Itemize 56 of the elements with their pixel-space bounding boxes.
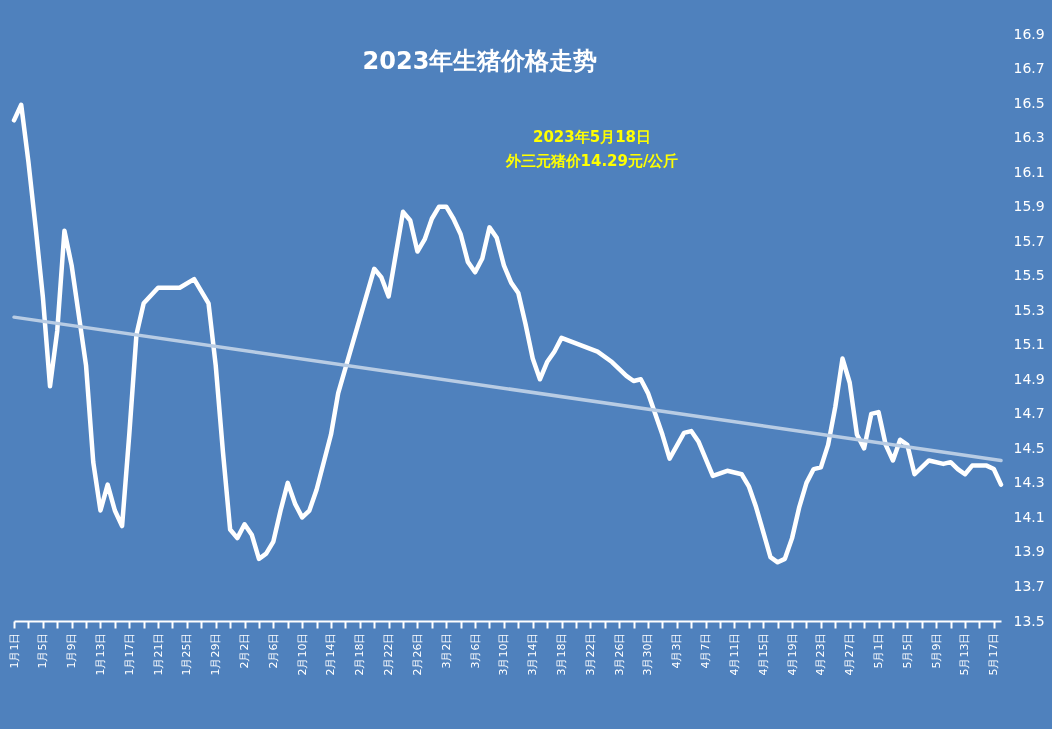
x-tick-label: 3月26日 — [612, 632, 626, 676]
x-tick-label: 4月27日 — [843, 632, 857, 676]
x-tick-label: 2月14日 — [324, 632, 338, 676]
x-tick-label: 1月21日 — [151, 632, 165, 676]
x-tick-label: 2月26日 — [410, 632, 424, 676]
y-tick-label: 16.3 — [1013, 129, 1045, 146]
y-tick-label: 14.9 — [1013, 370, 1045, 387]
x-tick-label: 4月23日 — [814, 632, 828, 676]
text: 2023年生猪价格走势 — [362, 47, 598, 75]
y-tick-label: 16.1 — [1013, 163, 1045, 180]
y-tick-label: 13.5 — [1013, 612, 1045, 629]
y-tick-label: 15.3 — [1013, 301, 1045, 318]
x-tick-label: 5月17日 — [987, 632, 1001, 676]
y-tick-label: 13.9 — [1013, 543, 1045, 560]
y-tick-label: 15.5 — [1013, 267, 1045, 284]
y-tick-label: 14.3 — [1013, 474, 1045, 491]
x-tick-label: 3月22日 — [583, 632, 597, 676]
y-tick-label: 13.7 — [1013, 577, 1045, 594]
x-tick-label: 1月1日 — [7, 632, 21, 669]
x-tick-label: 5月5日 — [900, 632, 914, 669]
y-tick-label: 14.5 — [1013, 439, 1045, 456]
x-tick-label: 2月22日 — [382, 632, 396, 676]
x-tick-label: 2月2日 — [238, 632, 252, 669]
x-tick-label: 1月5日 — [36, 632, 50, 669]
x-tick-label: 1月25日 — [180, 632, 194, 676]
y-tick-label: 14.1 — [1013, 508, 1045, 525]
y-tick-label: 16.5 — [1013, 94, 1045, 111]
y-tick-label: 16.7 — [1013, 60, 1045, 77]
x-tick-label: 1月13日 — [93, 632, 107, 676]
x-tick-label: 4月3日 — [670, 632, 684, 669]
x-tick-label: 4月19日 — [785, 632, 799, 676]
x-tick-label: 4月7日 — [699, 632, 713, 669]
x-tick-label: 4月11日 — [727, 632, 741, 676]
x-tick-label: 2月18日 — [353, 632, 367, 676]
x-tick-label: 2月6日 — [266, 632, 280, 669]
y-tick-label: 14.7 — [1013, 405, 1045, 422]
x-tick-label: 1月29日 — [209, 632, 223, 676]
x-tick-label: 4月15日 — [756, 632, 770, 676]
y-tick-label: 15.9 — [1013, 198, 1045, 215]
x-tick-label: 1月17日 — [122, 632, 136, 676]
x-tick-label: 1月9日 — [65, 632, 79, 669]
x-tick-label: 2月10日 — [295, 632, 309, 676]
x-tick-label: 3月6日 — [468, 632, 482, 669]
x-tick-label: 3月30日 — [641, 632, 655, 676]
annotation: 外三元猪价14.29元/公斤 — [504, 152, 679, 170]
y-tick-label: 16.9 — [1013, 25, 1045, 42]
x-tick-label: 5月1日 — [872, 632, 886, 669]
x-tick-label: 5月13日 — [958, 632, 972, 676]
annotation: 2023年5月18日 — [532, 128, 652, 146]
x-tick-label: 3月14日 — [526, 632, 540, 676]
y-tick-label: 15.7 — [1013, 232, 1045, 249]
y-tick-label: 15.1 — [1013, 336, 1045, 353]
x-tick-label: 3月2日 — [439, 632, 453, 669]
x-tick-label: 3月10日 — [497, 632, 511, 676]
x-tick-label: 5月9日 — [929, 632, 943, 669]
x-tick-label: 3月18日 — [555, 632, 569, 676]
